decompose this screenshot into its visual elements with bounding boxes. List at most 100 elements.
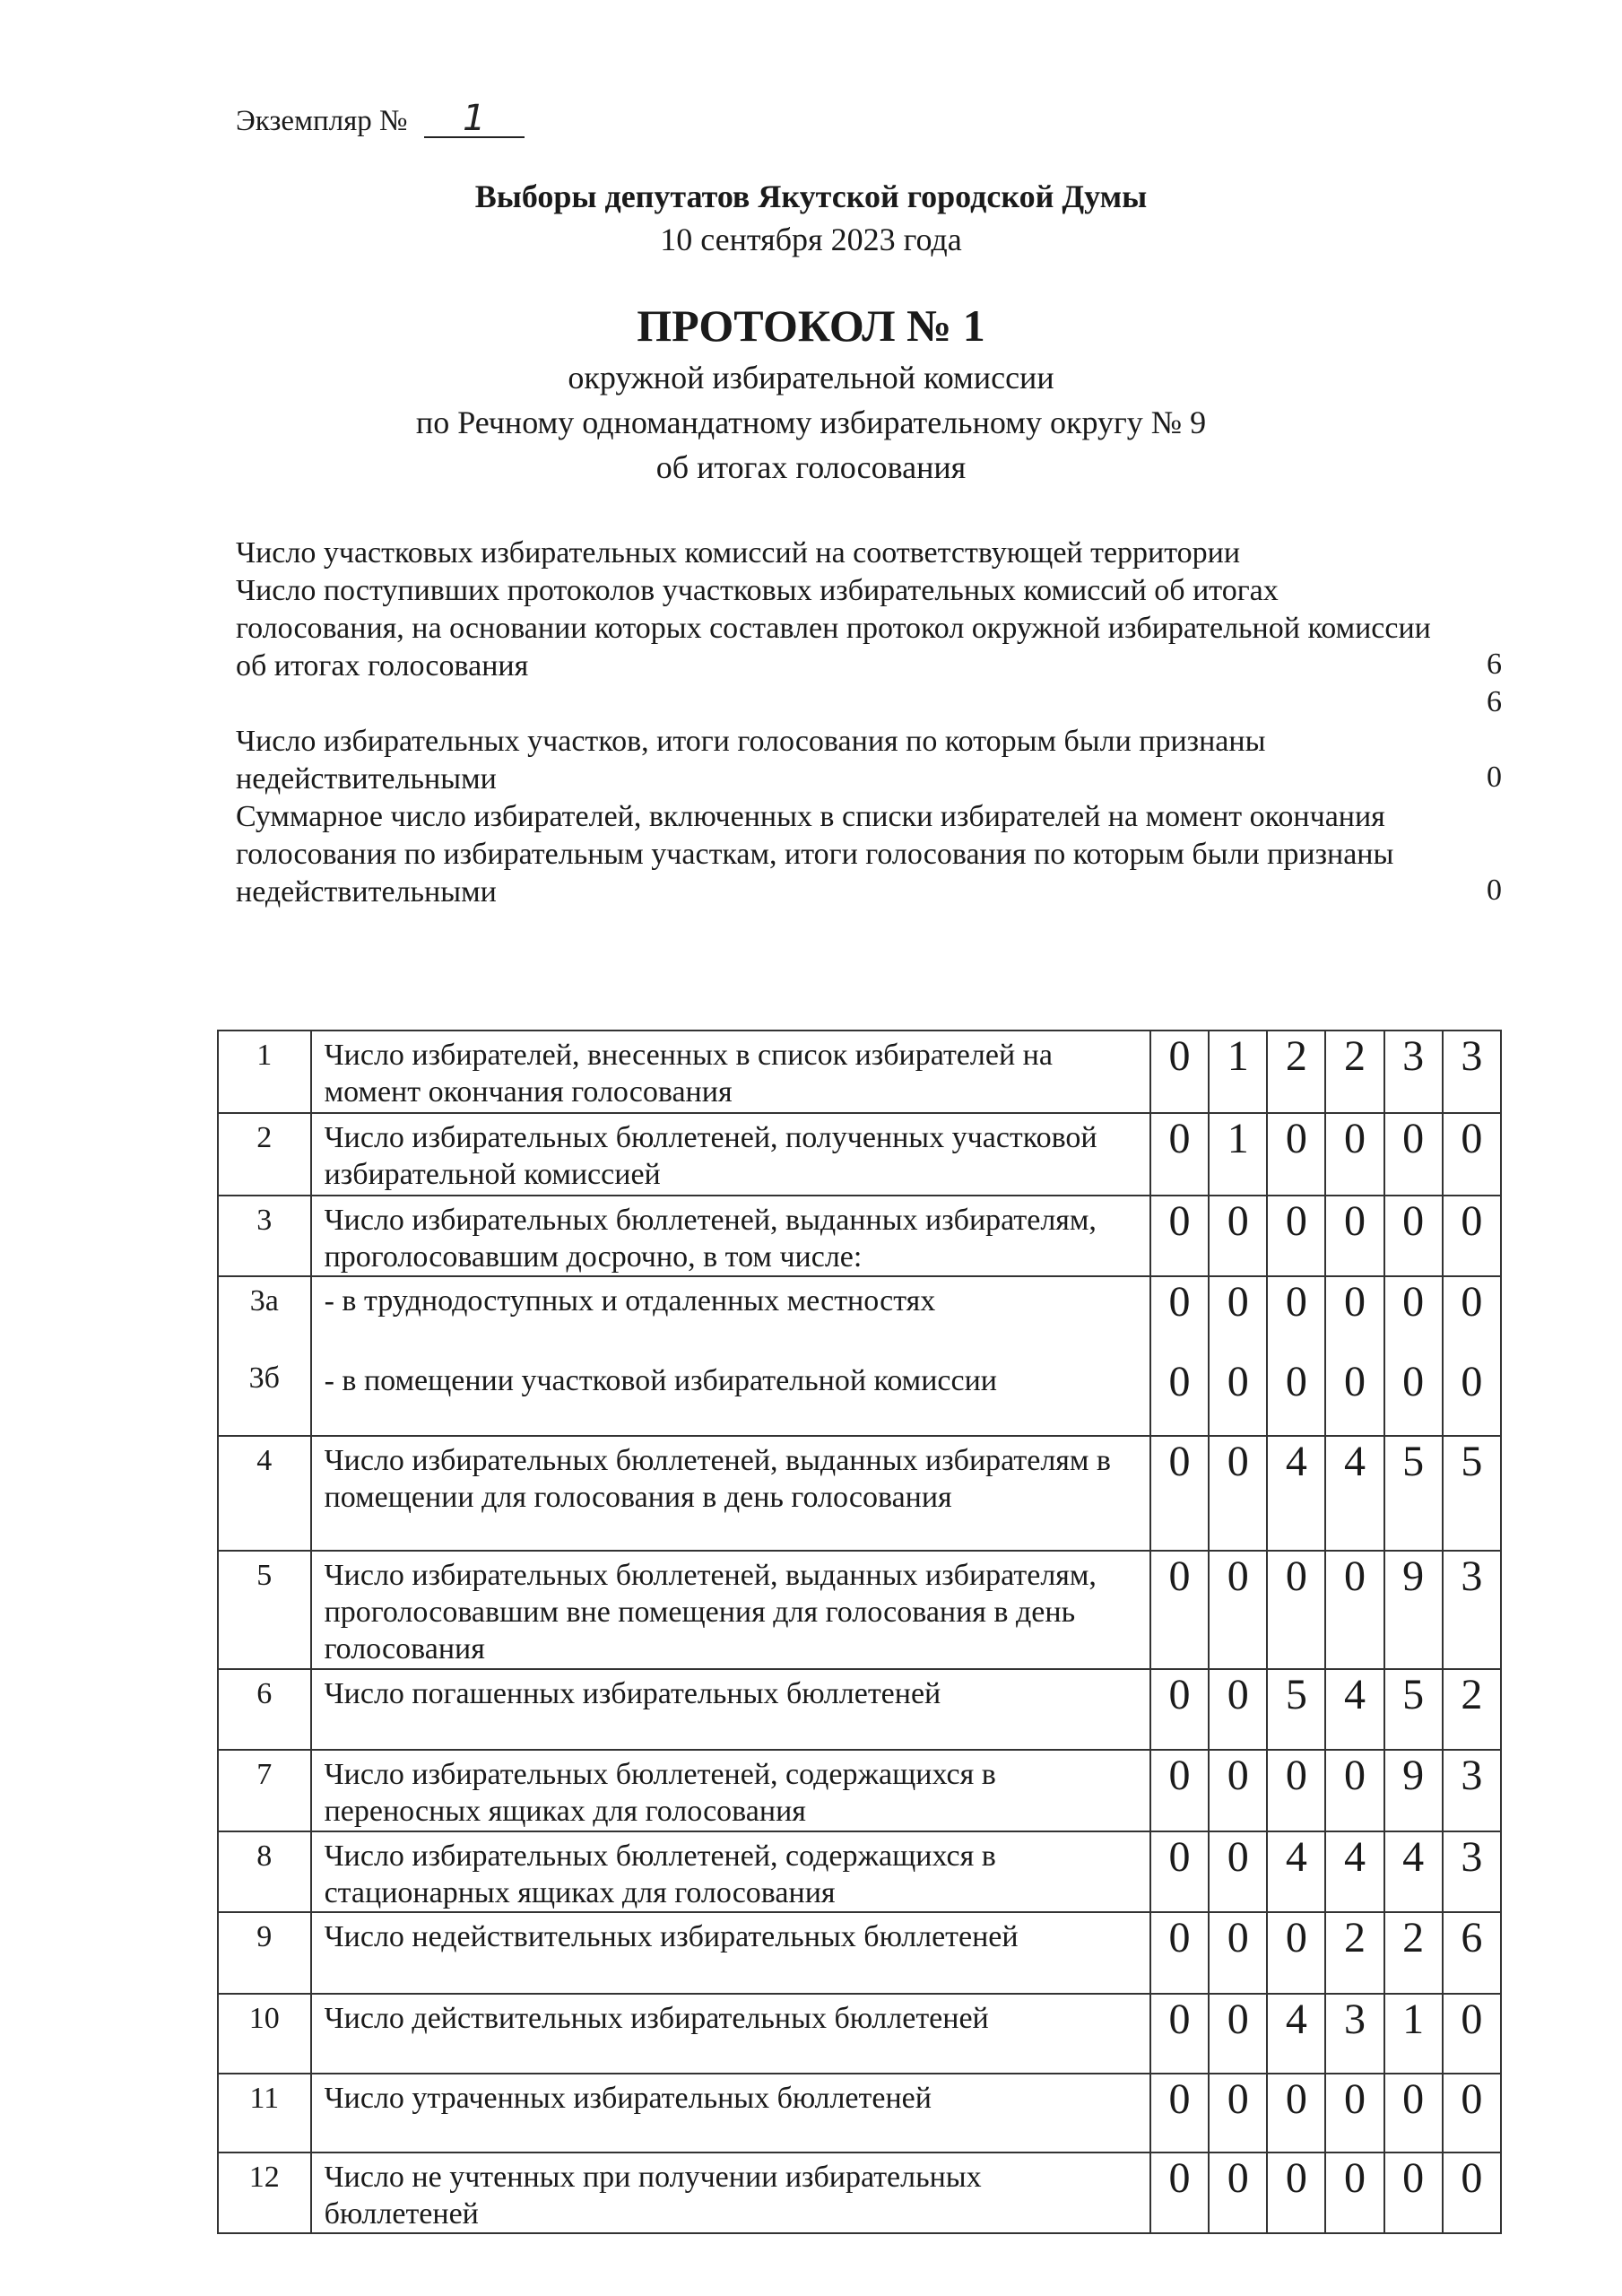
table-row: 7 Число избирательных бюллетеней, содержа… bbox=[217, 1749, 1503, 1832]
table-row: 8 Число избирательных бюллетеней, содержа… bbox=[217, 1831, 1503, 1913]
row-text: Число избирательных бюллетеней, выданных… bbox=[309, 1195, 1151, 1277]
digit-cell: 0 bbox=[1383, 2152, 1444, 2234]
table-row: 4 Число избирательных бюллетеней, выданны… bbox=[217, 1435, 1503, 1552]
table-row: 10 Число действительных избирательных бюл… bbox=[217, 1993, 1503, 2074]
copy-label: Экземпляр № bbox=[236, 105, 408, 137]
table-row: 3а 3б - в труднодоступных и отдаленных мес… bbox=[217, 1275, 1503, 1437]
results-table: 1 Число избирателей, внесенных в список и… bbox=[217, 1030, 1503, 2234]
digit-cell: 3 bbox=[1441, 1550, 1503, 1670]
row-text: Число погашенных избирательных бюллетене… bbox=[309, 1668, 1151, 1751]
digit-cell: 0 bbox=[1149, 1911, 1210, 1995]
table-row: 3 Число избирательных бюллетеней, выданны… bbox=[217, 1195, 1503, 1277]
digit-cell: 0 bbox=[1441, 1993, 1503, 2074]
summary-text-2: Число поступивших протоколов участковых … bbox=[236, 574, 1431, 683]
digit-cell: 0 bbox=[1441, 2073, 1503, 2153]
row-text: Число избирательных бюллетеней, содержащ… bbox=[309, 1749, 1151, 1832]
digit-cell: 0 bbox=[1208, 2152, 1269, 2234]
digit-cell: 0 bbox=[1149, 1195, 1210, 1277]
summary-text-4: Суммарное число избирателей, включенных … bbox=[236, 800, 1394, 909]
digit: 0 bbox=[1402, 1278, 1425, 1326]
digit-cell: 0 bbox=[1266, 1112, 1327, 1196]
digit: 0 bbox=[1344, 1278, 1366, 1326]
digit-cell: 0 bbox=[1149, 1550, 1210, 1670]
row-number: 4 bbox=[217, 1435, 312, 1552]
row-number: 3а 3б bbox=[217, 1275, 312, 1437]
election-date: 10 сентября 2023 года bbox=[660, 222, 962, 257]
digit-cell: 4 bbox=[1324, 1435, 1385, 1552]
digit-cell: 4 bbox=[1266, 1993, 1327, 2074]
row-number: 12 bbox=[217, 2152, 312, 2234]
digit-cell: 0 bbox=[1266, 2073, 1327, 2153]
digit-cell: 0 bbox=[1208, 1195, 1269, 1277]
digit-cell: 0 bbox=[1149, 1831, 1210, 1913]
protocol-subtitle-2: по Речному одномандатному избирательному… bbox=[415, 404, 1207, 440]
digit-cell: 3 bbox=[1441, 1749, 1503, 1832]
digit-cell: 0 bbox=[1208, 1749, 1269, 1832]
digit-cell: 4 bbox=[1266, 1831, 1327, 1913]
digit: 0 bbox=[1402, 1358, 1425, 1405]
digit-cell: 2 bbox=[1324, 1911, 1385, 1995]
row-number-3a: 3а bbox=[249, 1284, 279, 1318]
row-text: Число недействительных избирательных бюл… bbox=[309, 1911, 1151, 1995]
summary-value-1: 6 bbox=[1487, 648, 1502, 681]
summary-value-2: 6 bbox=[1487, 685, 1502, 718]
digit-cell: 0 bbox=[1383, 2073, 1444, 2153]
digit-cell: 0 bbox=[1149, 1030, 1210, 1114]
handwritten-copy-number: 1 bbox=[423, 100, 525, 138]
digit-cell: 1 bbox=[1383, 1993, 1444, 2074]
row-number: 1 bbox=[217, 1030, 312, 1114]
digit-cell: 1 bbox=[1208, 1030, 1269, 1114]
row-number: 7 bbox=[217, 1749, 312, 1832]
digit-cell: 0 bbox=[1208, 2073, 1269, 2153]
table-row: 11 Число утраченных избирательных бюллете… bbox=[217, 2073, 1503, 2153]
digit-cell: 0 bbox=[1441, 1195, 1503, 1277]
digit-cell: 0 bbox=[1324, 1550, 1385, 1670]
summary-text-1: Число участковых избирательных комиссий … bbox=[236, 536, 1241, 570]
digit-cell: 2 bbox=[1266, 1030, 1327, 1114]
digit: 0 bbox=[1227, 1278, 1249, 1326]
digit-cell: 0 bbox=[1149, 1435, 1210, 1552]
digit-cell: 0 bbox=[1383, 1195, 1444, 1277]
row-text: Число действительных избирательных бюлле… bbox=[309, 1993, 1151, 2074]
protocol-subtitle-1: окружной избирательной комиссии bbox=[568, 360, 1054, 396]
summary-text-3: Число избирательных участков, итоги голо… bbox=[236, 725, 1266, 796]
table-row: 1 Число избирателей, внесенных в список и… bbox=[217, 1030, 1503, 1114]
digit-cell: 0 bbox=[1208, 1550, 1269, 1670]
row-text: Число утраченных избирательных бюллетене… bbox=[309, 2073, 1151, 2153]
row-text: Число избирателей, внесенных в список из… bbox=[309, 1030, 1151, 1114]
digit-cell: 3 bbox=[1324, 1993, 1385, 2074]
summary-value-3: 0 bbox=[1487, 761, 1502, 794]
digit-cell: 5 bbox=[1383, 1435, 1444, 1552]
digit-cell: 0 bbox=[1324, 2152, 1385, 2234]
table-row: 9 Число недействительных избирательных бю… bbox=[217, 1911, 1503, 1995]
digit-cell: 5 bbox=[1383, 1668, 1444, 1751]
digit-cell: 0 bbox=[1266, 1550, 1327, 1670]
digit-cell: 0 bbox=[1441, 2152, 1503, 2234]
digit-cell: 0 bbox=[1266, 1195, 1327, 1277]
row-text: - в труднодоступных и отдаленных местнос… bbox=[309, 1275, 1151, 1437]
digit-cell: 0 bbox=[1324, 1195, 1385, 1277]
digit-cell: 0 bbox=[1208, 1668, 1269, 1751]
summary-value-4: 0 bbox=[1487, 874, 1502, 907]
digit-cell: 0 bbox=[1149, 1749, 1210, 1832]
digit: 0 bbox=[1461, 1358, 1483, 1405]
digit-cell: 4 bbox=[1324, 1668, 1385, 1751]
digit-cell: 0 bbox=[1266, 2152, 1327, 2234]
digit-cell: 9 bbox=[1383, 1749, 1444, 1832]
digit-cell: 5 bbox=[1266, 1668, 1327, 1751]
digit-cell: 1 bbox=[1208, 1112, 1269, 1196]
table-row: 12 Число не учтенных при получении избира… bbox=[217, 2152, 1503, 2234]
digit-cell: 0 bbox=[1383, 1112, 1444, 1196]
digit-cell: 3 bbox=[1441, 1831, 1503, 1913]
row-number: 5 bbox=[217, 1550, 312, 1670]
digit: 0 bbox=[1461, 1278, 1483, 1326]
row-number: 10 bbox=[217, 1993, 312, 2074]
row-number: 8 bbox=[217, 1831, 312, 1913]
digit-cell: 0 bbox=[1208, 1911, 1269, 1995]
row-text: Число избирательных бюллетеней, содержащ… bbox=[309, 1831, 1151, 1913]
